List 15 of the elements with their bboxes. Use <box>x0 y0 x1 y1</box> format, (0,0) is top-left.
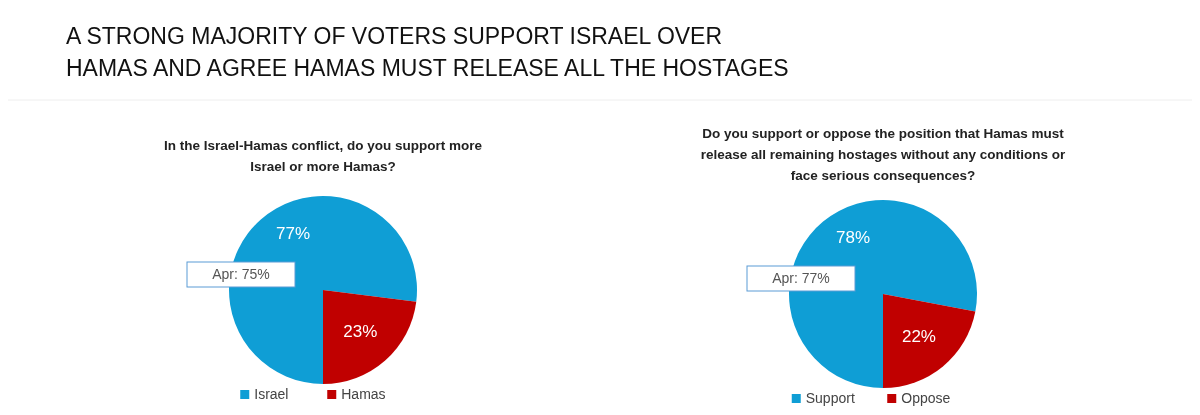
text: Apr: 75% <box>212 265 270 282</box>
chart-title: Do you support or oppose the position that Hamas must release all remaining hostages without any conditions or face serious consequences? <box>700 126 1067 183</box>
data-label: 23% <box>343 321 378 341</box>
legend-label: Hamas <box>341 385 386 402</box>
chart-title: A STRONG MAJORITY OF VOTERS SUPPORT ISRAEL OVER HAMAS AND AGREE HAMAS MUST RELEASE ALL THE HOSTAGES <box>66 23 789 81</box>
data-label: 77% <box>275 224 311 244</box>
legend-label: Support <box>805 389 855 406</box>
data-label: 78% <box>835 228 871 248</box>
legend-label: Israel <box>254 385 289 402</box>
chart-subtitle: In the Israel-Hamas conflict, do you support more Israel or more Hamas? <box>163 138 483 174</box>
data-label: 22% <box>901 326 936 346</box>
pie-slice <box>323 290 417 384</box>
pie-slice <box>883 294 976 388</box>
legend-label: Oppose <box>901 389 951 406</box>
text: Apr: 77% <box>772 269 830 286</box>
